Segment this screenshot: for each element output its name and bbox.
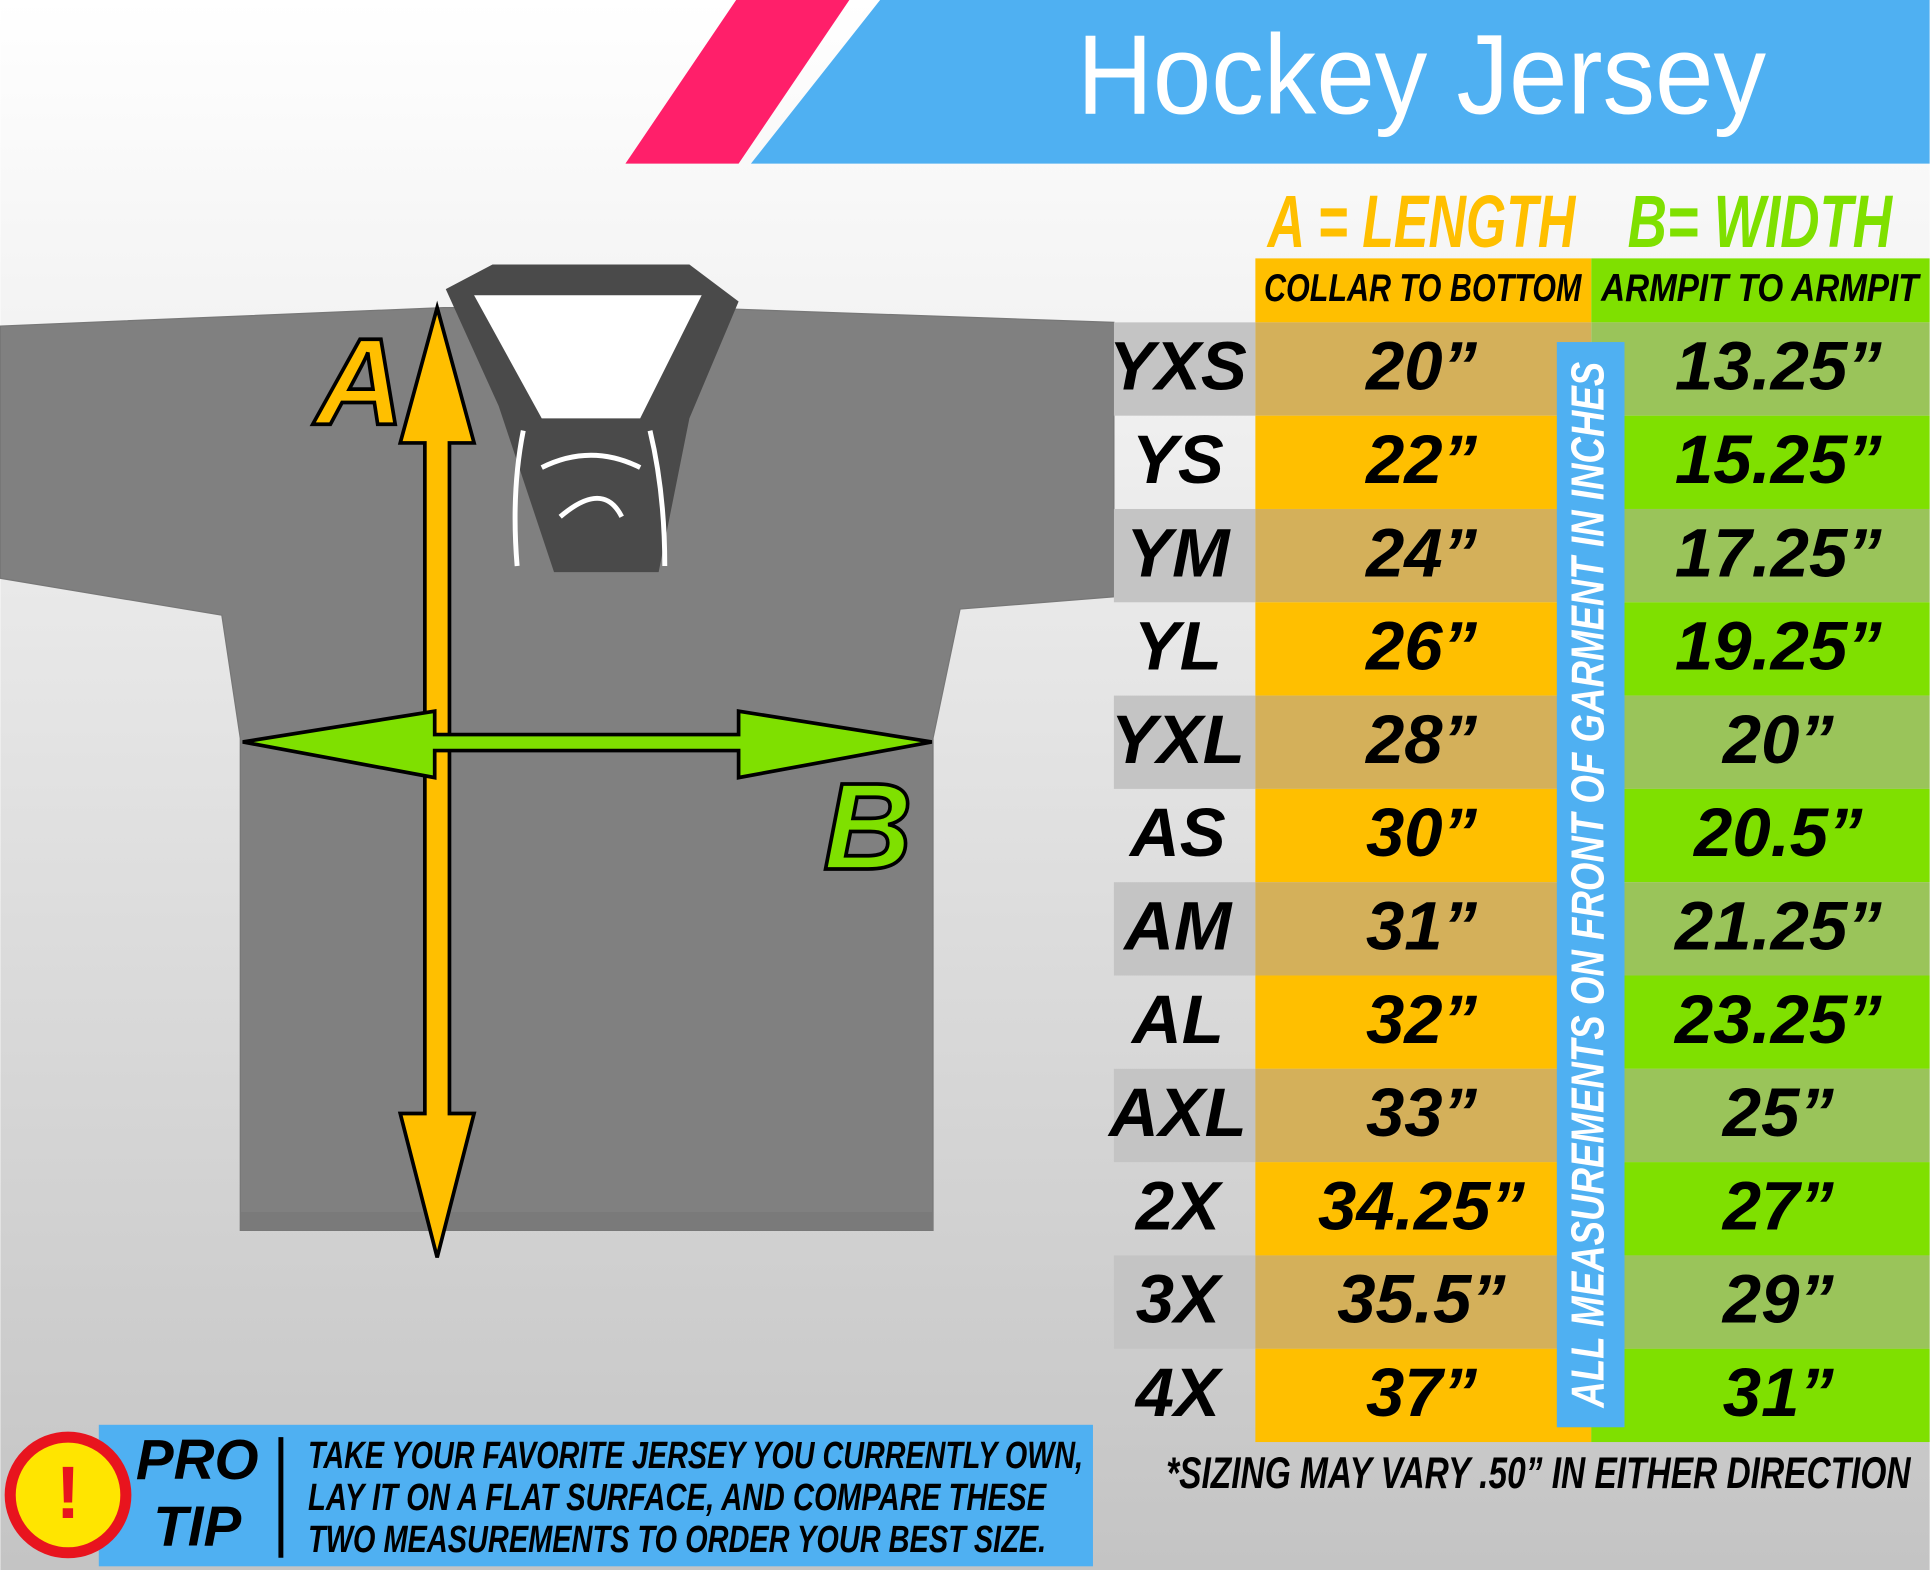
measurement: 20” bbox=[1721, 701, 1835, 778]
size-label: 4X bbox=[1134, 1354, 1224, 1431]
column-subheading: COLLAR TO BOTTOM bbox=[1264, 266, 1582, 310]
measurement: 30” bbox=[1366, 794, 1478, 871]
measurement: 20.5” bbox=[1692, 794, 1863, 871]
cell-bg bbox=[1591, 1348, 1930, 1443]
measurement: 31” bbox=[1366, 888, 1478, 965]
cell-bg bbox=[1255, 882, 1592, 976]
cell-bg bbox=[1591, 1255, 1930, 1349]
cell-bg bbox=[1591, 1068, 1930, 1163]
cell-bg bbox=[1255, 788, 1592, 883]
cell-bg bbox=[1113, 882, 1256, 976]
cell-bg bbox=[1591, 788, 1930, 883]
column-heading: A = LENGTH bbox=[1266, 180, 1576, 263]
measurement: 24” bbox=[1364, 514, 1478, 591]
pro-tip-label: TIP bbox=[153, 1495, 241, 1558]
collar-opening bbox=[474, 295, 702, 419]
cell-bg bbox=[1255, 602, 1592, 696]
cell-bg bbox=[1113, 1068, 1256, 1163]
pro-tip-text: TWO MEASUREMENTS TO ORDER YOUR BEST SIZE… bbox=[308, 1518, 1046, 1561]
measurement: 17.25” bbox=[1675, 514, 1882, 591]
cell-bg bbox=[1113, 1255, 1256, 1349]
title: Hockey Jersey bbox=[1077, 12, 1766, 138]
measurement: 28” bbox=[1364, 701, 1478, 778]
cell-bg bbox=[1255, 415, 1592, 509]
subheading-bg bbox=[1591, 258, 1930, 323]
pro-tip: ! PRO TIP TAKE YOUR FAVORITE JERSEY YOU … bbox=[4, 1424, 1093, 1567]
size-label: AS bbox=[1128, 794, 1226, 871]
measurement: 15.25” bbox=[1675, 421, 1882, 498]
measurement: 37” bbox=[1366, 1354, 1478, 1431]
cell-bg bbox=[1255, 1255, 1592, 1349]
alert-icon bbox=[4, 1431, 132, 1559]
cell-bg bbox=[1591, 322, 1930, 416]
cell-bg bbox=[1255, 1162, 1592, 1256]
pink-stripe bbox=[625, 0, 850, 164]
measurement: 34.25” bbox=[1318, 1167, 1525, 1244]
pro-tip-label: PRO bbox=[136, 1428, 259, 1491]
measurement: 29” bbox=[1721, 1261, 1835, 1338]
jersey-hem bbox=[240, 1211, 934, 1231]
measurement: 32” bbox=[1366, 981, 1478, 1058]
size-label: YL bbox=[1134, 608, 1222, 685]
measurement: 13.25” bbox=[1675, 328, 1882, 405]
size-label: YS bbox=[1132, 421, 1224, 498]
arrow-a bbox=[397, 300, 477, 1258]
pro-tip-text: TAKE YOUR FAVORITE JERSEY YOU CURRENTLY … bbox=[308, 1434, 1083, 1477]
pro-tip-bg bbox=[98, 1424, 1093, 1567]
column-subheading: ARMPIT TO ARMPIT bbox=[1600, 266, 1921, 310]
label-b: B bbox=[823, 759, 912, 896]
measurement: 19.25” bbox=[1675, 608, 1882, 685]
footnote: *SIZING MAY VARY .50” IN EITHER DIRECTIO… bbox=[1166, 1449, 1911, 1498]
measurement: 23.25” bbox=[1673, 981, 1882, 1058]
cell-bg bbox=[1255, 695, 1592, 789]
title-banner bbox=[750, 0, 1930, 164]
size-label: YM bbox=[1126, 514, 1231, 591]
size-label: YXL bbox=[1111, 701, 1245, 778]
size-table: A = LENGTH B= WIDTH COLLAR TO BOTTOM ARM… bbox=[1107, 180, 1930, 1443]
cell-bg bbox=[1591, 1162, 1930, 1256]
vertical-note-group: ALL MEASUREMENTS ON FRONT OF GARMENT IN … bbox=[1556, 342, 1625, 1428]
cell-bg bbox=[1591, 695, 1930, 789]
measurement: 31” bbox=[1723, 1354, 1835, 1431]
measurement: 33” bbox=[1366, 1074, 1478, 1151]
cell-bg bbox=[1113, 322, 1256, 416]
cell-bg bbox=[1113, 508, 1256, 603]
label-a: A bbox=[312, 314, 404, 451]
arrow-b bbox=[242, 709, 933, 780]
cell-bg bbox=[1255, 1348, 1592, 1443]
size-label: 2X bbox=[1134, 1167, 1224, 1244]
measurement: 21.25” bbox=[1673, 888, 1882, 965]
cell-bg bbox=[1591, 602, 1930, 696]
pro-tip-text: LAY IT ON A FLAT SURFACE, AND COMPARE TH… bbox=[308, 1476, 1047, 1519]
measurement: 35.5” bbox=[1337, 1261, 1506, 1338]
measurement: 25” bbox=[1721, 1074, 1835, 1151]
cell-bg bbox=[1591, 882, 1930, 976]
measurement: 26” bbox=[1364, 608, 1478, 685]
subheading-bg bbox=[1255, 258, 1592, 323]
size-label: AM bbox=[1122, 888, 1233, 965]
measurement: 27” bbox=[1721, 1167, 1835, 1244]
measurement: 20” bbox=[1364, 328, 1478, 405]
size-label: YXS bbox=[1109, 328, 1247, 405]
cell-bg bbox=[1255, 1068, 1592, 1163]
cell-bg bbox=[1591, 975, 1930, 1069]
cell-bg bbox=[1255, 508, 1592, 603]
size-label: AL bbox=[1130, 981, 1224, 1058]
size-label: AXL bbox=[1107, 1074, 1247, 1151]
cell-bg bbox=[1255, 322, 1592, 416]
cell-bg bbox=[1591, 415, 1930, 509]
jersey bbox=[0, 264, 1115, 1232]
vertical-note: ALL MEASUREMENTS ON FRONT OF GARMENT IN … bbox=[1562, 362, 1614, 1409]
measurement: 22” bbox=[1364, 421, 1478, 498]
cell-bg bbox=[1591, 508, 1930, 603]
vertical-note-bg bbox=[1556, 342, 1625, 1428]
laces bbox=[512, 430, 668, 567]
cell-bg bbox=[1113, 695, 1256, 789]
column-heading: B= WIDTH bbox=[1628, 180, 1894, 263]
alert-icon-mark: ! bbox=[56, 1451, 81, 1534]
size-label: 3X bbox=[1136, 1261, 1224, 1338]
cell-bg bbox=[1255, 975, 1592, 1069]
